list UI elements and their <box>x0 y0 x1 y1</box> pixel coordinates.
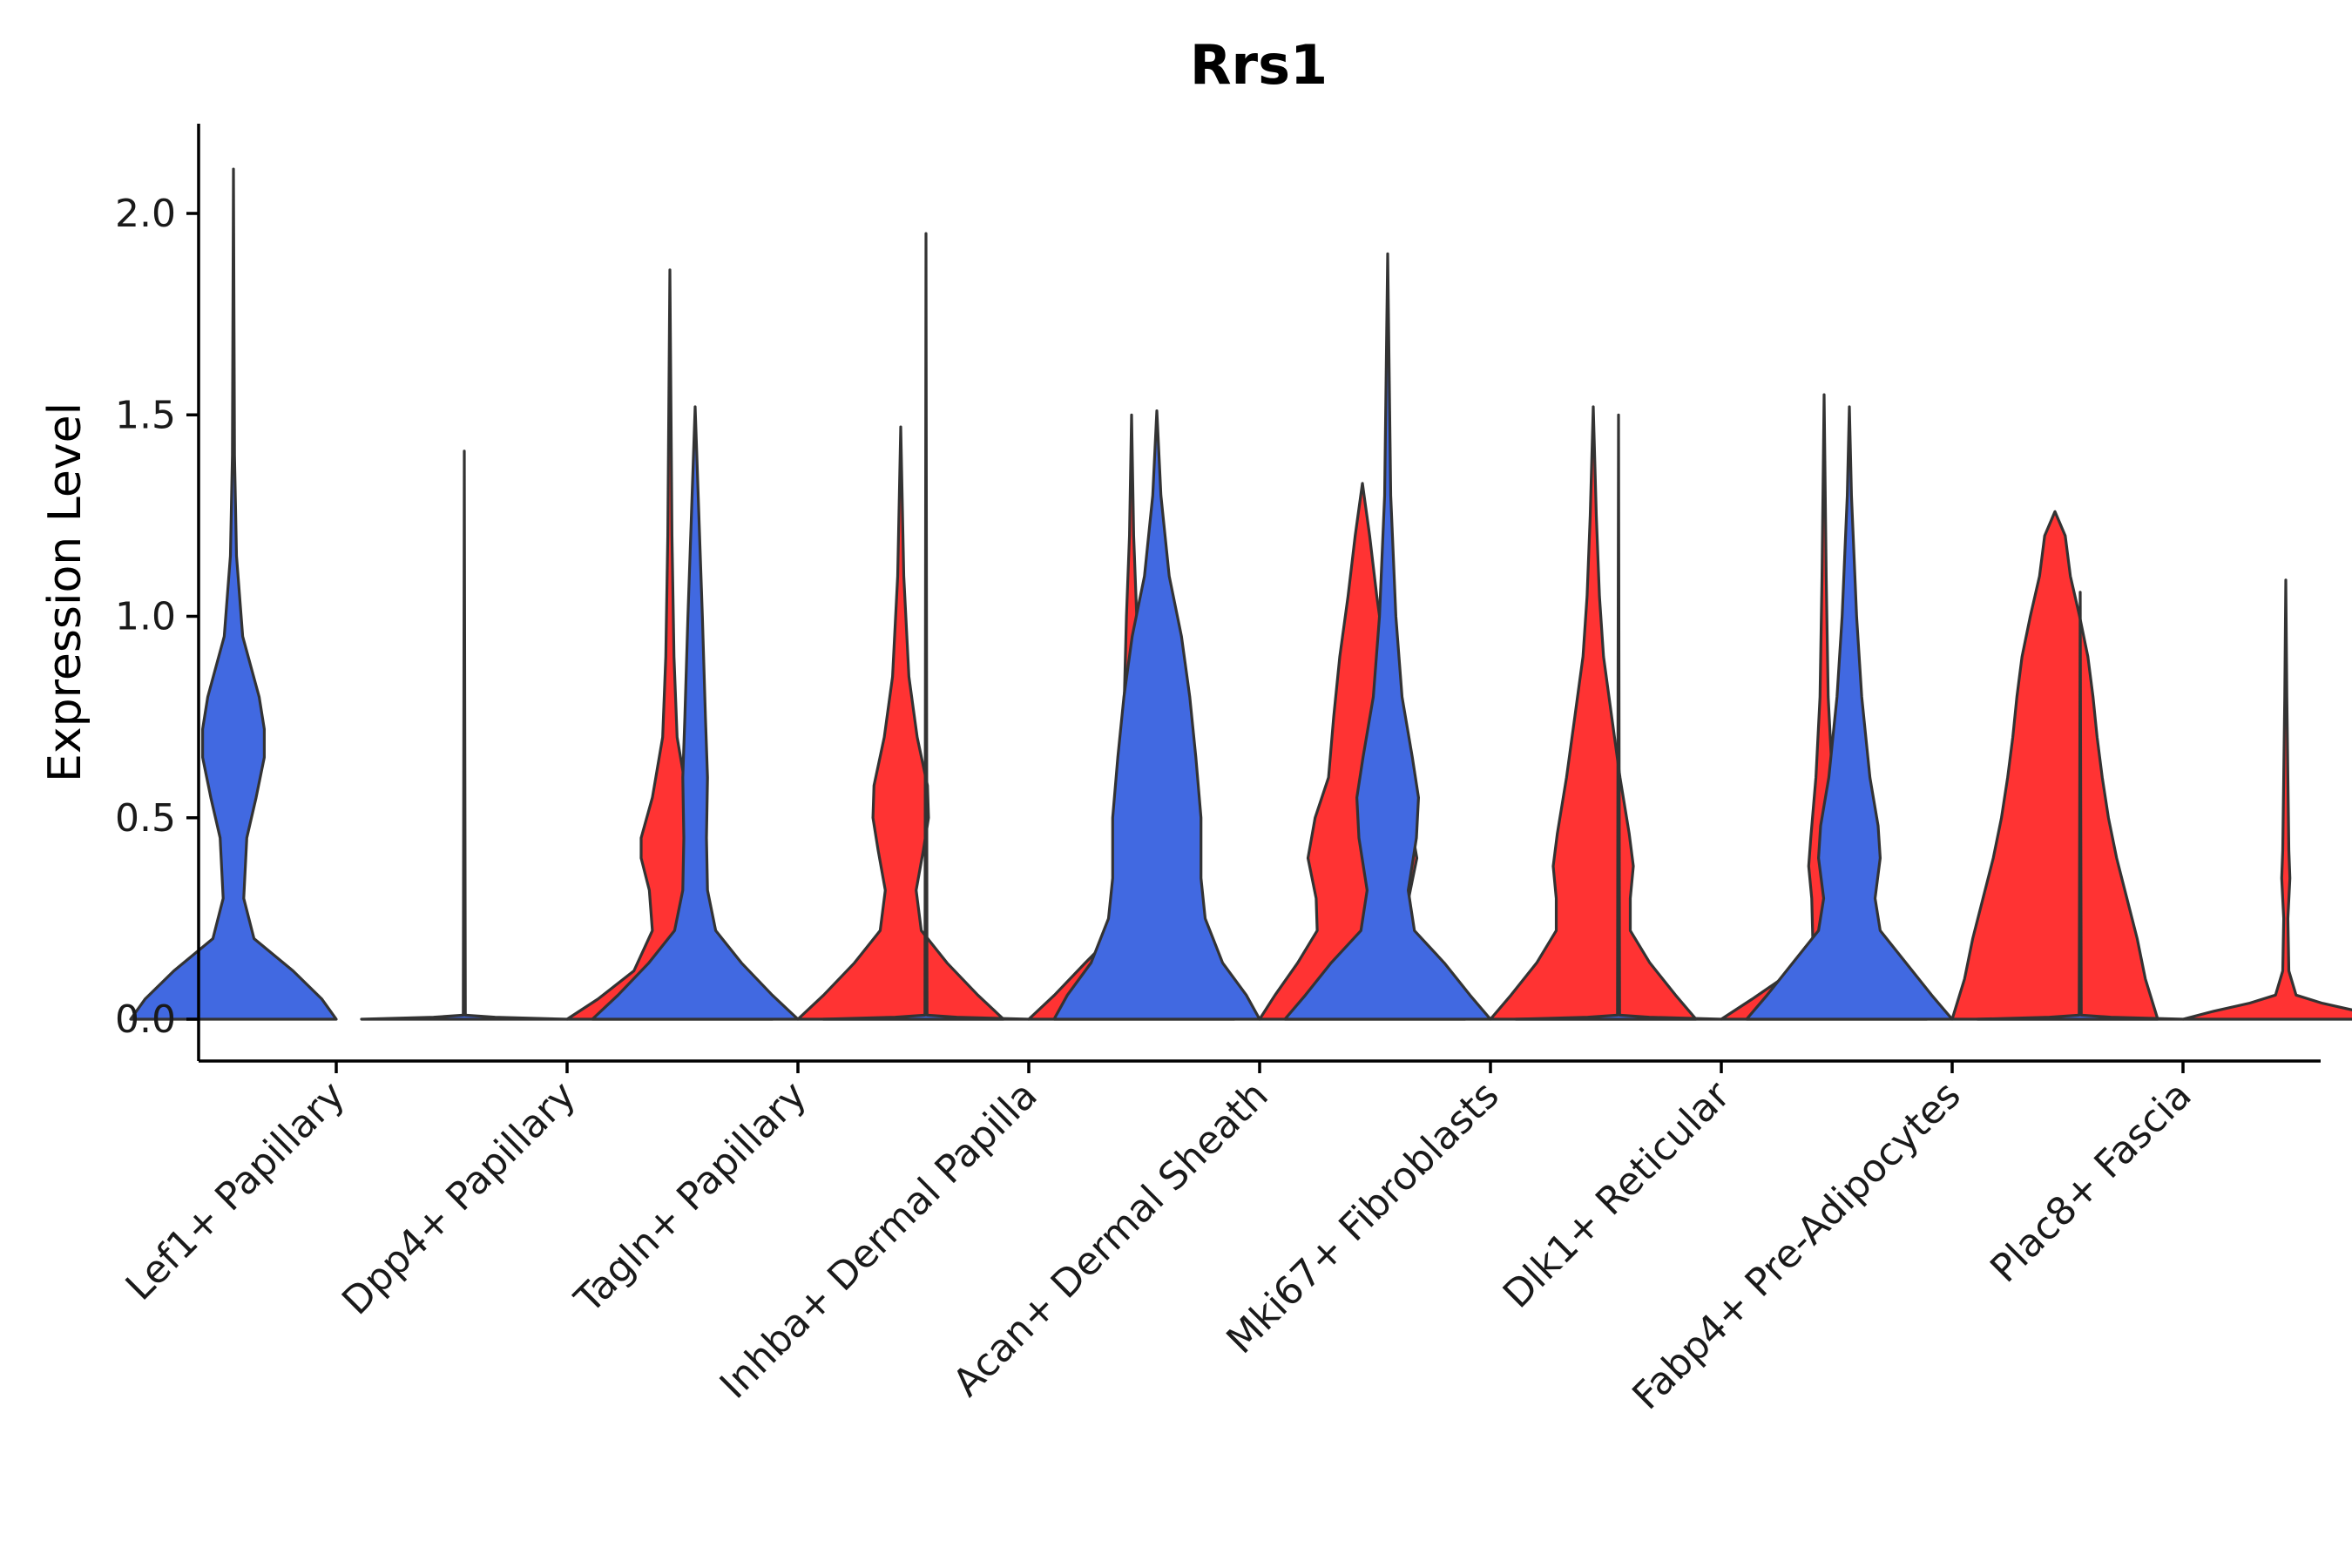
y-tick-label: 2.0 <box>115 192 176 236</box>
violins <box>129 167 2352 1021</box>
y-axis: 0.0 0.5 1.0 1.5 2.0 <box>115 124 200 1061</box>
x-tick-label: Dpp4+ Papillary <box>334 1073 585 1324</box>
violin-red-plac8-fascia <box>2181 578 2352 1021</box>
violin-blue-plac8-fascia <box>1976 591 2185 1021</box>
violin-red-tagln-papillary <box>796 425 1005 1021</box>
chart-title: Rrs1 <box>1190 33 1328 97</box>
x-tick-label: Tagln+ Papillary <box>566 1073 815 1322</box>
violin-blue-tagln-papillary <box>591 405 800 1021</box>
violin-red-acan-dermal-sheath <box>1258 482 1467 1021</box>
x-tick-label: Dlk1+ Reticular <box>1495 1072 1740 1317</box>
x-tick-label: Plac8+ Fascia <box>1982 1073 2200 1292</box>
violin-blue-acan-dermal-sheath <box>1052 409 1261 1021</box>
y-tick-label: 0.5 <box>115 796 176 841</box>
y-tick-label: 1.0 <box>115 595 176 639</box>
violin-blue-mki67-fibroblasts <box>1283 252 1492 1021</box>
violin-red-mki67-fibroblasts <box>1489 405 1698 1021</box>
y-tick-label: 1.5 <box>115 393 176 437</box>
y-axis-label: Expression Level <box>39 402 91 782</box>
violin-blue-dlk1-reticular <box>1514 413 1723 1021</box>
violin-blue-lef1-papillary <box>129 167 338 1021</box>
violin-red-fabp4-pre-adipocytes <box>1950 510 2159 1021</box>
violin-blue-inhba-dermal-papilla <box>821 232 1031 1021</box>
x-tick-label: Lef1+ Papillary <box>118 1073 354 1309</box>
y-tick-label: 0.0 <box>115 997 176 1042</box>
violin-blue-dpp4-papillary <box>360 449 569 1021</box>
violin-red-dpp4-papillary <box>565 268 774 1021</box>
violin-blue-fabp4-pre-adipocytes <box>1745 405 1954 1021</box>
